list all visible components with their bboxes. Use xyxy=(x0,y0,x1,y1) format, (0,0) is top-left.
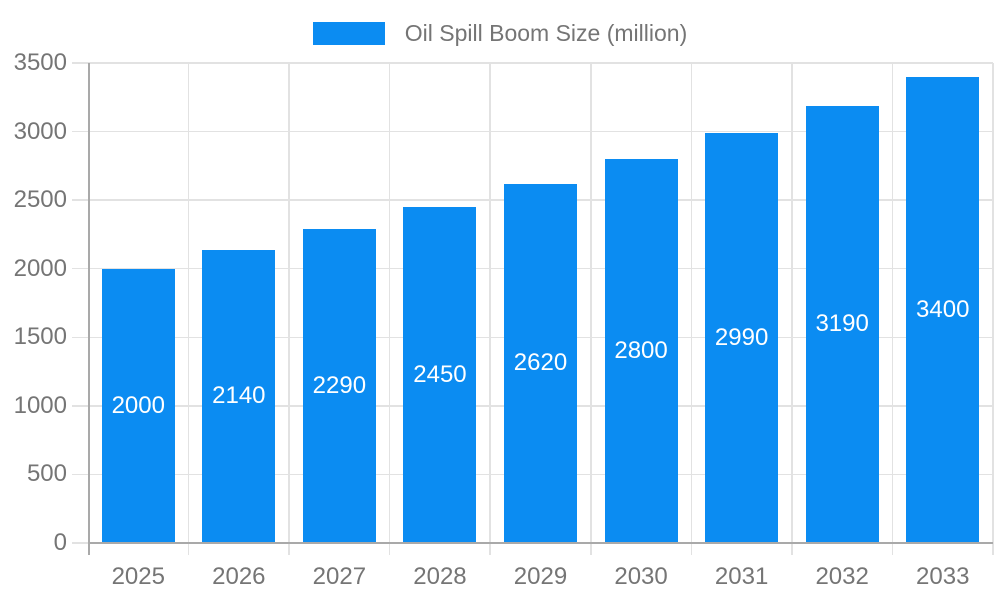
bar-value-label: 3400 xyxy=(916,295,970,323)
gridline-vertical xyxy=(388,63,391,555)
bar xyxy=(504,183,577,543)
y-axis-label: 500 xyxy=(26,460,67,488)
x-axis-label: 2032 xyxy=(815,563,869,590)
gridline-vertical xyxy=(590,63,592,555)
bar-value-label: 3190 xyxy=(815,310,869,338)
x-axis-label: 2025 xyxy=(111,563,165,590)
bar-value-label: 2620 xyxy=(513,349,568,377)
x-axis-label: 2033 xyxy=(916,563,970,590)
gridline-vertical xyxy=(791,63,793,555)
gridline-horizontal xyxy=(72,130,993,133)
x-axis-line xyxy=(88,542,993,544)
bar xyxy=(403,207,477,543)
bar-value-label: 2800 xyxy=(614,337,668,364)
gridline-vertical xyxy=(992,63,994,555)
x-axis-label: 2030 xyxy=(614,563,668,590)
y-axis-label: 2500 xyxy=(13,186,67,214)
plot-area: 0 500 1000 1500 2000 2500 3000 3500 2000 2025 2140… xyxy=(14,49,994,590)
gridline-vertical xyxy=(489,63,491,555)
chart-legend: Oil Spill Boom Size (million) xyxy=(0,20,1000,47)
bar xyxy=(101,268,175,543)
bar-value-label: 2990 xyxy=(714,323,769,351)
x-axis-label: 2027 xyxy=(312,563,367,590)
x-axis-label: 2028 xyxy=(413,563,467,590)
x-axis-label: 2026 xyxy=(212,563,266,590)
bar-value-label: 2140 xyxy=(212,382,266,410)
gridline-vertical xyxy=(891,63,894,555)
y-axis-tick xyxy=(72,542,88,544)
legend-label: Oil Spill Boom Size (million) xyxy=(404,20,688,46)
y-axis-label: 3500 xyxy=(13,49,67,76)
bar xyxy=(302,228,376,543)
bar-value-label: 2000 xyxy=(111,391,165,419)
gridline-vertical xyxy=(187,63,190,555)
y-axis-label: 1500 xyxy=(13,323,67,351)
y-axis-label: 3000 xyxy=(13,117,67,145)
y-axis-label: 1000 xyxy=(13,391,67,419)
legend-swatch xyxy=(312,22,385,45)
bar xyxy=(604,159,678,543)
bar xyxy=(906,76,980,543)
bar-value-label: 2450 xyxy=(413,361,467,388)
gridline-vertical xyxy=(288,63,290,555)
gridline-vertical xyxy=(690,63,693,555)
gridline-horizontal xyxy=(72,62,993,64)
bar xyxy=(705,132,779,543)
y-axis-label: 0 xyxy=(53,529,67,556)
bar-value-label: 2290 xyxy=(312,371,367,399)
bar xyxy=(805,105,879,543)
bar xyxy=(202,249,276,543)
y-axis-label: 2000 xyxy=(13,254,67,282)
y-axis-line xyxy=(88,63,90,555)
x-axis-label: 2029 xyxy=(513,563,568,590)
x-axis-label: 2031 xyxy=(714,563,769,590)
